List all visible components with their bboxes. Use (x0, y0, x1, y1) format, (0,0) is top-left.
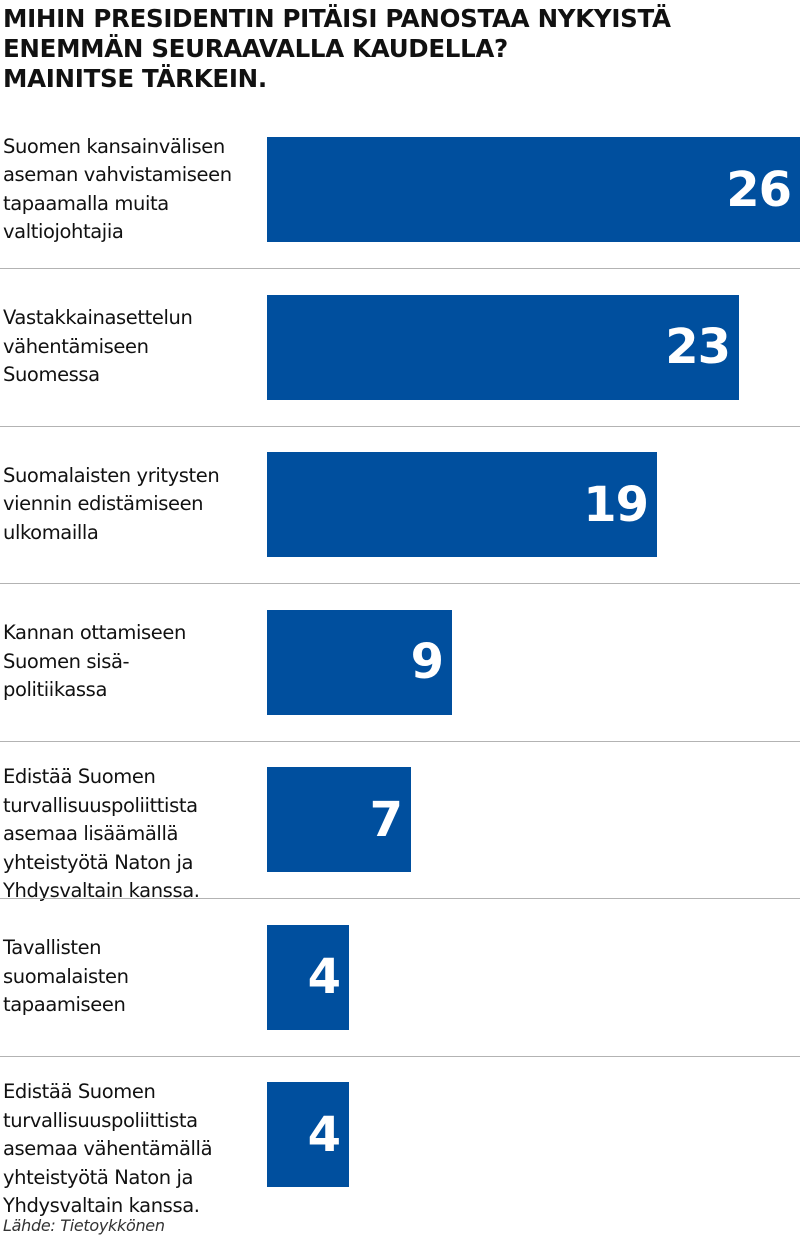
row-divider (0, 583, 800, 584)
category-label: Kannan ottamiseen Suomen sisä-politiikass… (3, 619, 265, 705)
category-label-line: yhteistyötä Naton ja (3, 850, 194, 874)
bar-value-label: 4 (307, 1106, 341, 1163)
category-label-line: tapaamalla muita (3, 191, 169, 215)
category-label: Suomen kansainvälisen aseman vahvistamise… (3, 133, 265, 247)
category-label-line: vähentämiseen (3, 334, 149, 358)
row-divider (0, 268, 800, 269)
category-label-line: turvallisuuspoliittista (3, 793, 198, 817)
category-label-line: Yhdysvaltain kanssa. (3, 879, 200, 902)
chart-title-line: MAINITSE TÄRKEIN. (3, 64, 267, 93)
bar-row: Suomalaisten yritysten viennin edistämise… (0, 420, 800, 578)
category-label-line: Vastakkainasettelun (3, 306, 193, 330)
category-label-line: Suomen kansainvälisen (3, 134, 225, 158)
bar-value-label: 19 (583, 476, 649, 533)
bar: 9 (267, 609, 452, 715)
row-divider (0, 1056, 800, 1057)
chart-title-line: ENEMMÄN SEURAAVALLA KAUDELLA? (3, 34, 508, 63)
row-divider (0, 741, 800, 742)
category-label: Tavallisten suomalaisten tapaamiseen (3, 934, 265, 1020)
bar-row: Tavallisten suomalaisten tapaamiseen 4 (0, 893, 800, 1051)
bar-value-label: 9 (410, 634, 444, 690)
source-note: Lähde: Tietoykkönen (3, 1216, 165, 1235)
category-label: Vastakkainasettelun vähentämiseen Suomessa (3, 304, 265, 390)
bar: 7 (267, 767, 411, 872)
category-label: Edistää Suomen turvallisuuspoliittista ase… (3, 763, 265, 906)
bar-row: Vastakkainasettelun vähentämiseen Suomessa… (0, 263, 800, 421)
category-label-line: tapaamiseen (3, 993, 126, 1017)
bar-value-label: 7 (369, 791, 403, 848)
category-label-line: Edistää Suomen (3, 765, 156, 788)
bar: 19 (267, 452, 657, 557)
chart-title: MIHIN PRESIDENTIN PITÄISI PANOSTAA NYKYI… (3, 4, 793, 94)
category-label-line: politiikassa (3, 678, 107, 702)
bar-row: Edistää Suomen turvallisuuspoliittista ase… (0, 1050, 800, 1217)
category-label-line: Kannan ottamiseen (3, 621, 186, 645)
category-label-line: Tavallisten (3, 936, 102, 960)
category-label: Edistää Suomen turvallisuuspoliittista ase… (3, 1078, 265, 1221)
bar: 4 (267, 1082, 349, 1187)
category-label-line: Suomen sisä- (3, 649, 130, 673)
chart-title-line: MIHIN PRESIDENTIN PITÄISI PANOSTAA NYKYI… (3, 4, 671, 33)
category-label-line: Suomessa (3, 363, 100, 387)
category-label-line: turvallisuuspoliittista (3, 1108, 198, 1132)
bar: 4 (267, 924, 349, 1030)
category-label-line: valtiojohtajia (3, 220, 124, 243)
category-label-line: asemaa lisäämällä (3, 822, 179, 845)
row-divider (0, 898, 800, 899)
category-label-line: asemaa vähentämällä (3, 1137, 213, 1160)
category-label-line: ulkomailla (3, 520, 99, 544)
bar-row: Suomen kansainvälisen aseman vahvistamise… (0, 105, 800, 263)
category-label-line: Edistää Suomen (3, 1080, 156, 1103)
bar: 23 (267, 294, 739, 400)
category-label-line: suomalaisten (3, 964, 129, 988)
category-label-line: Suomalaisten yritysten (3, 463, 220, 487)
category-label-line: aseman vahvistamiseen (3, 163, 232, 186)
row-divider (0, 426, 800, 427)
bar-row: Kannan ottamiseen Suomen sisä-politiikass… (0, 578, 800, 736)
category-label: Suomalaisten yritysten viennin edistämise… (3, 462, 265, 548)
bar: 26 (267, 137, 800, 242)
bar-value-label: 23 (665, 319, 731, 375)
category-label-line: yhteistyötä Naton ja (3, 1165, 194, 1189)
bar-value-label: 4 (307, 949, 341, 1005)
bar-value-label: 26 (726, 161, 792, 218)
bar-row: Edistää Suomen turvallisuuspoliittista ase… (0, 735, 800, 902)
category-label-line: Yhdysvaltain kanssa. (3, 1194, 200, 1217)
category-label-line: viennin edistämiseen (3, 492, 204, 516)
